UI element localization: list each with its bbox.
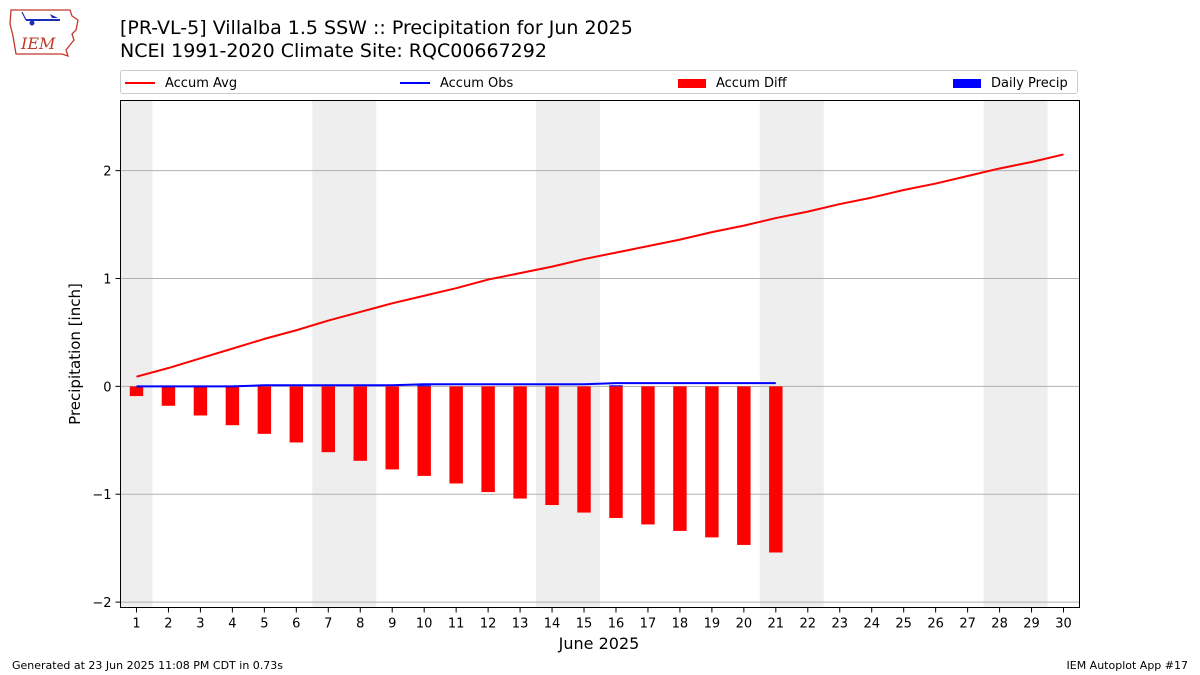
y-tick-label: 2 (103, 165, 111, 180)
x-tick-label: 18 (672, 617, 689, 632)
accum-diff-bar (385, 386, 399, 470)
legend-item-daily-precip: Daily Precip (953, 74, 1068, 92)
plot-area-frame (120, 100, 1080, 608)
iem-logo: IEM (9, 9, 79, 58)
x-tick-label: 26 (927, 617, 944, 632)
y-tick-label: −2 (92, 596, 111, 611)
accum-diff-bar (129, 386, 144, 397)
logo-text: IEM (20, 34, 56, 53)
weekend-shade (536, 100, 600, 608)
x-tick-label: 25 (895, 617, 912, 632)
x-tick-label: 23 (831, 617, 848, 632)
x-tick-label: 20 (736, 617, 753, 632)
x-tick-label: 17 (640, 617, 657, 632)
x-tick-label: 24 (863, 617, 880, 632)
chart-subtitle: NCEI 1991-2020 Climate Site: RQC00667292 (120, 40, 547, 62)
accum-diff-bar (641, 386, 655, 525)
weekend-shade (120, 100, 153, 608)
legend-label: Daily Precip (991, 75, 1068, 91)
y-axis-label: Precipitation [inch] (66, 283, 84, 425)
legend-swatch (400, 82, 430, 84)
x-tick-label: 30 (1055, 617, 1072, 632)
iowa-outline-shape (9, 9, 79, 58)
chart-title: [PR-VL-5] Villalba 1.5 SSW :: Precipitat… (120, 17, 633, 39)
x-tick-label: 11 (448, 617, 465, 632)
accum-diff-bar (161, 386, 176, 406)
legend-swatch (678, 78, 706, 88)
accum-diff-bar (513, 386, 527, 499)
x-tick-label: 6 (292, 617, 300, 632)
accum-diff-bar (481, 386, 495, 493)
chart-legend: Accum Avg Accum Obs Accum Diff Daily Pre… (120, 70, 1078, 94)
accum-avg-line (136, 153, 1064, 378)
accum-diff-bar (321, 386, 335, 453)
accum-obs-line (136, 382, 776, 388)
x-tick-label: 28 (991, 617, 1008, 632)
x-tick-label: 7 (324, 617, 332, 632)
accum-diff-bar (545, 386, 559, 506)
legend-label: Accum Obs (440, 75, 514, 91)
x-tick-label: 1 (132, 617, 140, 632)
weekend-shade (759, 100, 824, 608)
y-tick-label: 0 (103, 380, 111, 395)
x-tick-label: 22 (800, 617, 817, 632)
legend-label: Accum Diff (716, 75, 787, 91)
accum-diff-bar (417, 386, 431, 476)
x-tick-label: 8 (356, 617, 364, 632)
accum-diff-bar (737, 386, 751, 545)
x-axis-label: June 2025 (558, 634, 640, 653)
legend-item-accum-obs: Accum Obs (400, 74, 513, 92)
x-tick-label: 4 (228, 617, 236, 632)
y-tick-label: −1 (92, 488, 111, 503)
x-tick-label: 14 (544, 617, 561, 632)
weekend-shade (983, 100, 1048, 608)
x-tick-label: 21 (768, 617, 785, 632)
legend-swatch (125, 82, 155, 84)
accum-diff-bar (289, 386, 304, 443)
accum-diff-bar (577, 386, 591, 513)
daily-precip-bar (417, 385, 431, 387)
accum-diff-bar (193, 386, 208, 416)
x-tick-label: 13 (512, 617, 529, 632)
x-tick-label: 9 (388, 617, 396, 632)
accum-diff-bar (225, 386, 240, 426)
x-tick-label: 29 (1023, 617, 1040, 632)
y-tick-label: 1 (103, 272, 111, 287)
accum-diff-bar (353, 386, 367, 461)
accum-diff-bar (673, 386, 687, 531)
accum-diff-bar (705, 386, 719, 538)
weekend-shade (312, 100, 377, 608)
legend-swatch (953, 78, 981, 88)
x-tick-label: 19 (704, 617, 721, 632)
legend-item-accum-diff: Accum Diff (678, 74, 787, 92)
x-tick-label: 3 (196, 617, 204, 632)
x-tick-label: 2 (164, 617, 172, 632)
accum-diff-bar (609, 386, 623, 518)
legend-label: Accum Avg (165, 75, 238, 91)
x-tick-label: 15 (576, 617, 593, 632)
legend-item-accum-avg: Accum Avg (125, 74, 237, 92)
accum-diff-bar (769, 386, 783, 553)
footer-generated-text: Generated at 23 Jun 2025 11:08 PM CDT in… (12, 659, 284, 672)
x-tick-label: 10 (416, 617, 433, 632)
x-tick-label: 27 (959, 617, 976, 632)
accum-diff-bar (449, 386, 463, 484)
footer-app-text: IEM Autoplot App #17 (1066, 659, 1189, 672)
x-tick-label: 5 (260, 617, 268, 632)
accum-diff-bar (257, 386, 272, 434)
x-tick-label: 16 (608, 617, 625, 632)
daily-precip-bar (609, 385, 623, 387)
x-tick-label: 12 (480, 617, 497, 632)
